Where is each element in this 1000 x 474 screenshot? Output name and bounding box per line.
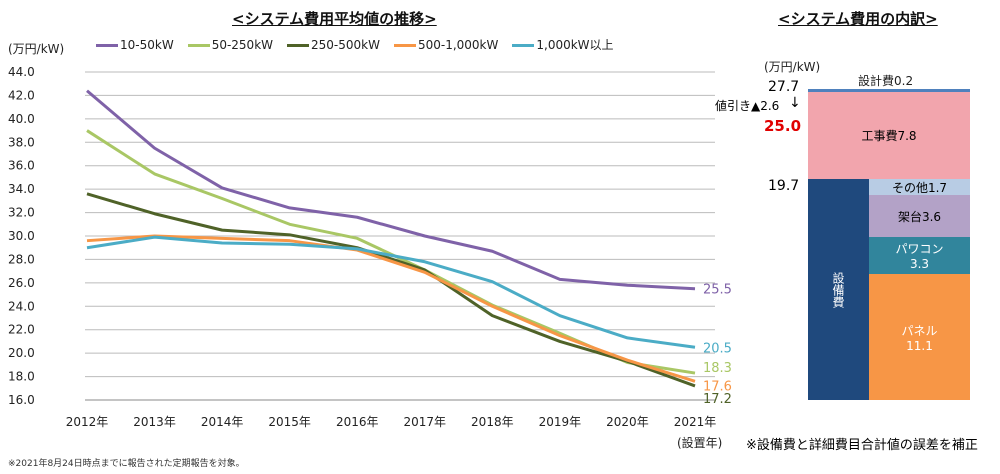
legend-label: 50-250kW: [211, 37, 274, 52]
series-line-500-1,000kW: [86, 234, 696, 383]
end-value-label: 17.6: [703, 379, 732, 394]
x-axis-title: (設置年): [677, 436, 723, 450]
segment-label: 設備費: [831, 271, 845, 308]
equipment-total-label: 19.7: [768, 178, 800, 194]
y-tick-label: 24.0: [8, 299, 35, 313]
legend-label: 1,000kW以上: [536, 38, 614, 52]
bar-chart-note: ※設備費と詳細費目合計値の誤差を補正: [746, 438, 978, 453]
x-tick-label: 2017年: [404, 415, 447, 429]
legend-swatch: [512, 44, 535, 47]
segment-value: 11.1: [906, 338, 933, 353]
x-tick-label: 2018年: [471, 415, 514, 429]
legend-swatch: [287, 43, 310, 47]
legend-label: 500-1,000kW: [417, 37, 499, 52]
series-line-250-500kW: [86, 192, 696, 388]
y-tick-label: 30.0: [8, 229, 35, 243]
series-line-1,000kW以上: [86, 235, 696, 349]
x-tick-label: 2013年: [133, 415, 176, 429]
bar-segment-other: その他1.7: [869, 179, 970, 195]
y-tick-label: 44.0: [8, 65, 35, 79]
net-price-label: 25.0: [764, 117, 802, 135]
legend-label: 250-500kW: [311, 37, 380, 52]
segment-label: パネル: [901, 323, 938, 338]
x-tick-label: 2016年: [336, 415, 379, 429]
end-value-label: 25.5: [703, 283, 732, 298]
x-tick-label: 2014年: [201, 415, 244, 429]
y-tick-label: 42.0: [8, 88, 35, 102]
legend-item: 10-50kW: [96, 38, 174, 52]
line-chart-title: <システム費用平均値の推移>: [232, 10, 437, 28]
x-tick-label: 2020年: [606, 415, 649, 429]
y-tick-label: 40.0: [8, 112, 35, 126]
legend-swatch: [393, 43, 416, 47]
bar-chart-y-unit: (万円/kW): [764, 60, 821, 74]
legend-label: 10-50kW: [120, 37, 174, 52]
segment-value: 3.3: [909, 257, 930, 271]
legend-swatch: [96, 43, 118, 47]
total-label: 27.7: [768, 79, 800, 95]
legend-item: 1,000kW以上: [512, 36, 614, 53]
y-tick-label: 18.0: [8, 370, 35, 384]
x-tick-label: 2021年: [674, 415, 717, 429]
y-tick-label: 38.0: [8, 135, 35, 149]
series-line-50-250kW: [86, 129, 696, 375]
x-tick-label: 2012年: [66, 415, 109, 429]
line-chart-y-unit: (万円/kW): [8, 42, 65, 56]
y-tick-label: 16.0: [8, 393, 35, 407]
discount-label: 値引き▲2.6: [715, 99, 780, 113]
y-tick-label: 28.0: [8, 252, 35, 266]
bar-segment-inverter: パワコン 3.3: [869, 237, 970, 274]
segment-label: 架台3.6: [897, 209, 942, 224]
legend: 10-50kW 50-250kW 250-500kW 500-1,000kW 1,000…: [96, 36, 614, 53]
end-value-label: 18.3: [703, 361, 732, 376]
bar-segment-mount: 架台3.6: [869, 195, 970, 237]
down-arrow-icon: ↓: [789, 95, 801, 111]
segment-label: パワコン: [895, 242, 944, 256]
bar-segment-design: [808, 89, 970, 92]
segment-label: 工事費7.8: [861, 129, 917, 143]
bar-chart-title: <システム費用の内訳>: [778, 10, 938, 28]
y-tick-label: 32.0: [8, 206, 35, 220]
y-tick-label: 20.0: [8, 346, 35, 360]
y-tick-label: 34.0: [8, 182, 35, 196]
x-tick-label: 2015年: [268, 415, 311, 429]
y-tick-label: 36.0: [8, 159, 35, 173]
y-tick-label: 22.0: [8, 323, 35, 337]
segment-label: その他1.7: [891, 180, 948, 195]
series-line-10-50kW: [86, 89, 696, 291]
legend-swatch: [187, 43, 210, 47]
design-cost-label: 設計費0.2: [858, 74, 914, 88]
y-tick-label: 26.0: [8, 276, 35, 290]
end-value-label: 20.5: [703, 341, 732, 356]
legend-item: 50-250kW: [187, 37, 274, 52]
legend-item: 500-1,000kW: [393, 37, 499, 52]
bar-segment-panel: パネル 11.1: [869, 274, 970, 400]
legend-item: 250-500kW: [287, 38, 380, 52]
bar-segment-equipment: 設備費: [808, 179, 869, 400]
x-tick-label: 2019年: [539, 415, 582, 429]
footnote: ※2021年8月24日時点までに報告された定期報告を対象。: [8, 459, 245, 469]
end-value-label: 17.2: [703, 392, 732, 407]
bar-segment-construction: 工事費7.8: [808, 92, 970, 179]
